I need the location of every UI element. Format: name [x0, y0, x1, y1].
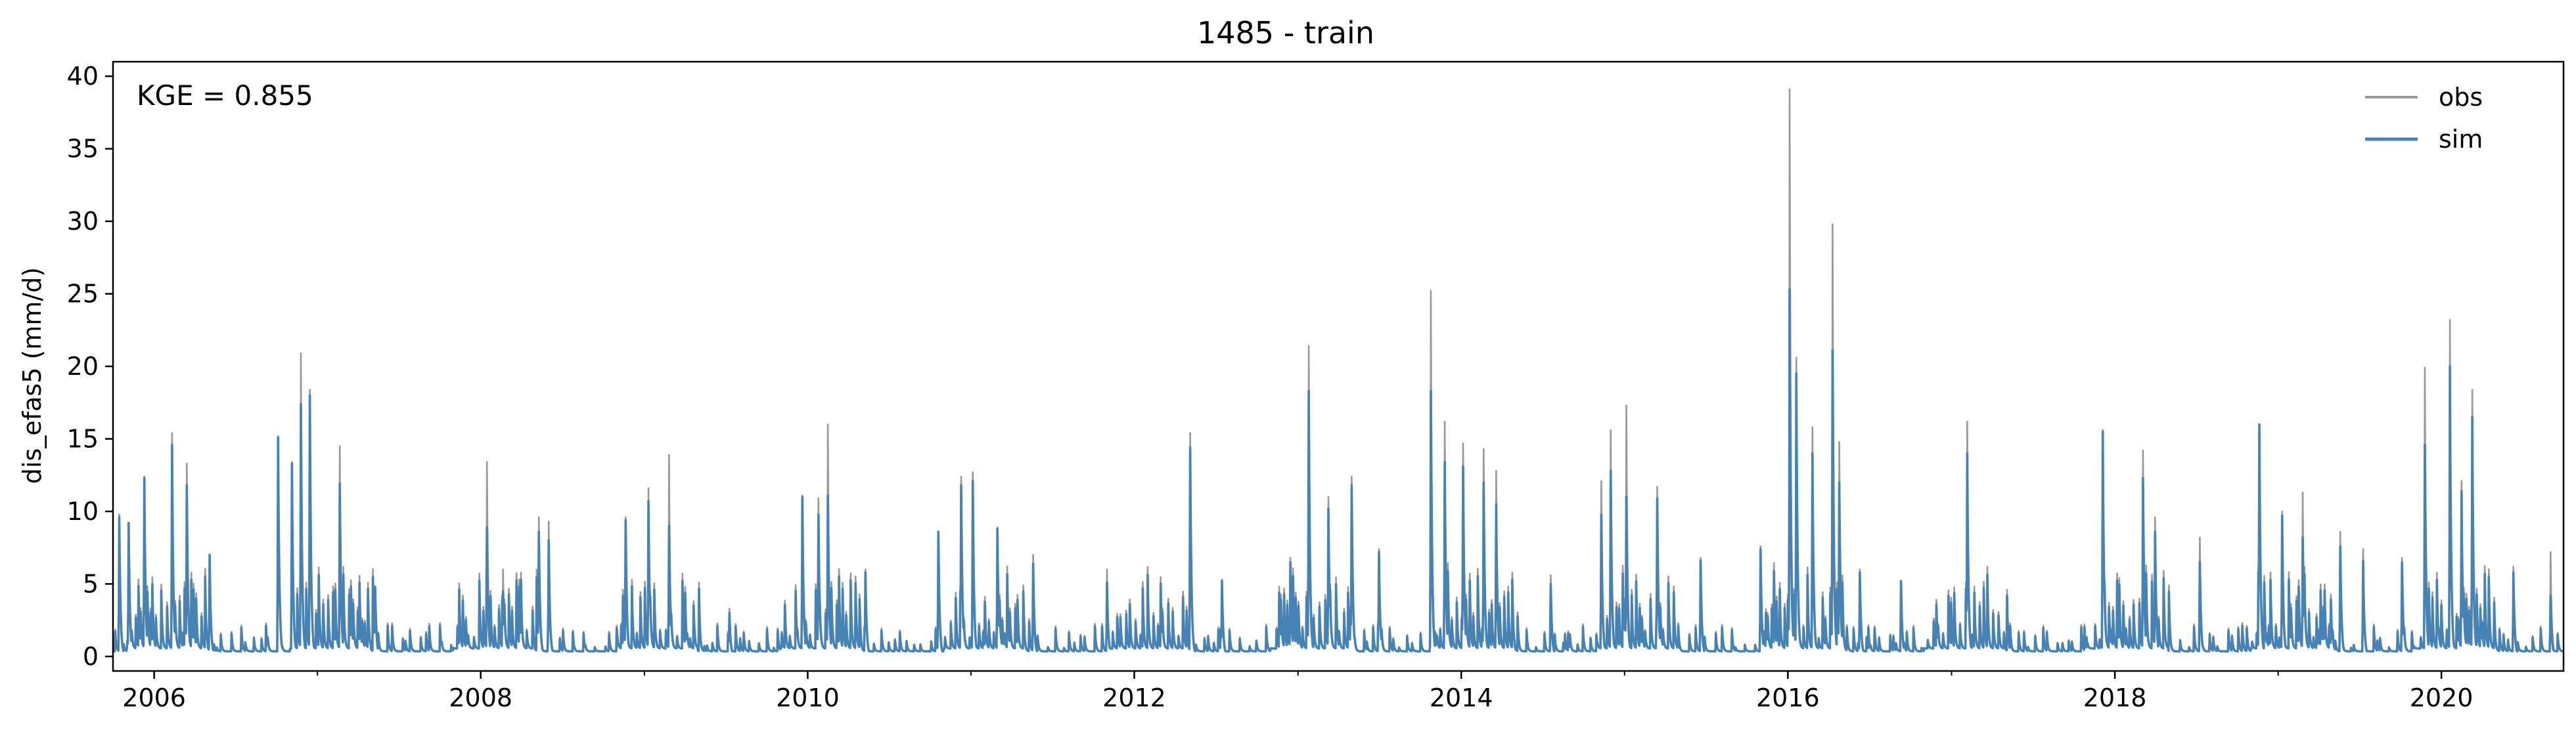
- chart-title: 1485 - train: [1197, 15, 1374, 51]
- x-tick-label: 2006: [122, 683, 186, 712]
- x-tick-label: 2020: [2410, 683, 2474, 712]
- x-tick-label: 2008: [449, 683, 512, 712]
- y-tick-label: 0: [83, 642, 99, 671]
- y-tick-label: 10: [67, 497, 99, 526]
- y-axis-label: dis_efas5 (mm/d): [18, 267, 47, 484]
- x-tick-label: 2010: [776, 683, 840, 712]
- legend: obs sim: [2365, 83, 2483, 154]
- y-tick-label: 35: [67, 135, 99, 163]
- x-tick-label: 2014: [1430, 683, 1493, 712]
- legend-obs-label: obs: [2439, 83, 2483, 112]
- y-tick-label: 20: [67, 352, 99, 381]
- y-tick-label: 30: [67, 207, 99, 236]
- axes: 0 5 10 15 20 25 30 35 40 2006 2008 2010 2012 2014 2016…: [67, 60, 2565, 712]
- x-tick-label: 2012: [1102, 683, 1166, 712]
- series-line-sim: [112, 288, 2565, 653]
- y-tick-label: 25: [67, 280, 99, 309]
- plot-background: [113, 62, 2564, 671]
- plot-area: [112, 62, 2565, 671]
- x-tick-label: 2018: [2083, 683, 2147, 712]
- x-tick-label: 2016: [1756, 683, 1820, 712]
- legend-sim-label: sim: [2439, 125, 2483, 154]
- y-tick-label: 40: [67, 62, 99, 91]
- y-tick-label: 5: [83, 569, 99, 598]
- kge-annotation: KGE = 0.855: [137, 79, 313, 112]
- y-tick-label: 15: [67, 424, 99, 453]
